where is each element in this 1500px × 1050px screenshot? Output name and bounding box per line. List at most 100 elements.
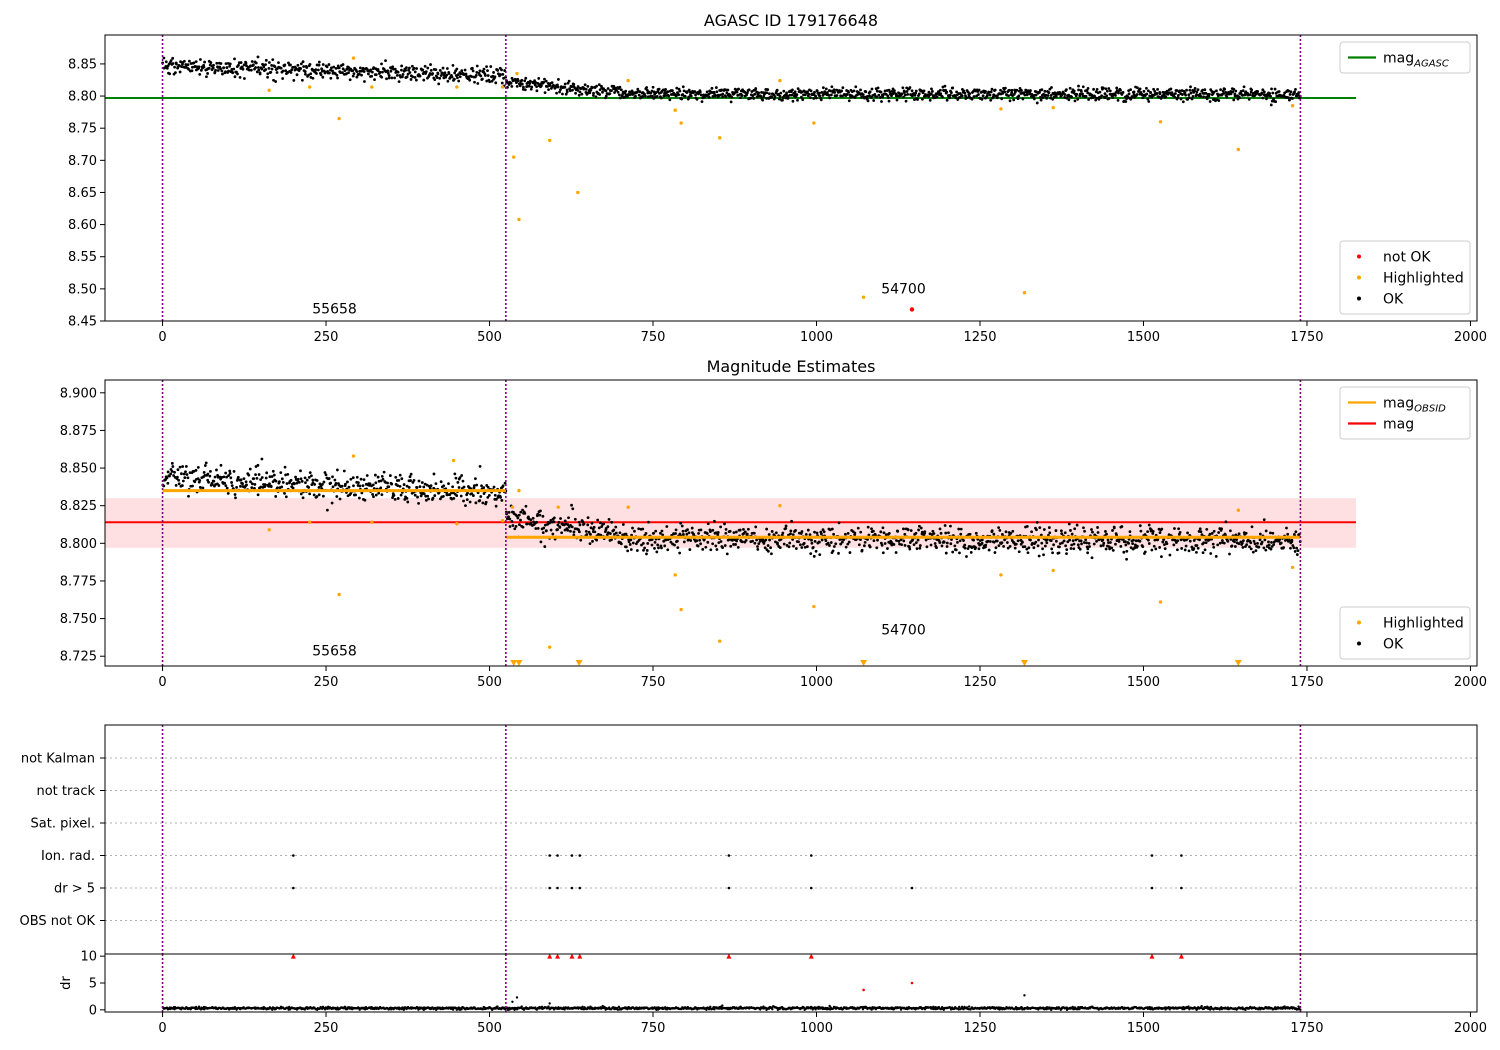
ok-point (990, 529, 994, 533)
ok-point (1065, 96, 1069, 100)
ok-point (578, 90, 582, 94)
ok-point (268, 482, 271, 486)
ok-point (877, 93, 881, 97)
ok-point (927, 90, 931, 94)
ok-point (830, 527, 834, 531)
dr-point (496, 1005, 499, 1008)
ok-point (264, 58, 268, 62)
ok-point (726, 88, 730, 92)
ok-point (903, 532, 907, 536)
ok-point (317, 493, 321, 497)
ok-point (662, 539, 666, 543)
ok-point (482, 67, 486, 71)
ok-point (847, 99, 851, 103)
x-tick-label: 1250 (963, 675, 996, 690)
ok-point (640, 543, 643, 547)
ok-point (925, 545, 929, 549)
ok-point (804, 532, 808, 536)
ok-point (515, 84, 519, 88)
ok-point (753, 92, 757, 96)
ok-point (275, 71, 279, 74)
ok-point (1104, 87, 1108, 91)
ok-point (389, 69, 393, 73)
ok-point (1029, 538, 1032, 542)
ok-point (1081, 85, 1085, 89)
ok-point (534, 527, 538, 530)
ok-point (279, 471, 283, 475)
ok-point (171, 62, 175, 65)
ok-point (1032, 97, 1036, 101)
ok-point (422, 492, 426, 496)
ok-point (768, 538, 771, 542)
ok-point (1297, 91, 1301, 95)
ok-point (1141, 96, 1145, 100)
ok-point (939, 92, 943, 96)
ok-point (254, 66, 257, 69)
ok-point (380, 62, 383, 66)
ok-point (1249, 547, 1253, 551)
ok-point (916, 98, 919, 101)
ok-point (711, 528, 715, 532)
ok-point (1282, 93, 1286, 97)
ok-point (559, 517, 562, 520)
ok-point (1163, 547, 1167, 550)
ok-point (474, 73, 478, 77)
dr-point (460, 1008, 463, 1011)
ok-point (529, 518, 533, 522)
ok-point (711, 542, 715, 546)
ok-point (573, 517, 577, 521)
ok-point (1023, 545, 1027, 549)
ok-point (588, 542, 592, 545)
ok-point (508, 517, 512, 521)
ok-point (403, 498, 407, 501)
ok-point (299, 477, 303, 481)
ok-point (696, 544, 700, 548)
ok-point (340, 484, 344, 488)
ok-point (1090, 556, 1094, 560)
ok-point (945, 545, 949, 548)
ok-point (1184, 544, 1188, 548)
ok-point (590, 521, 594, 525)
ok-point (162, 56, 166, 60)
ok-point (990, 87, 994, 91)
ok-point (719, 540, 723, 543)
ok-point (256, 55, 260, 59)
ok-point (335, 468, 339, 472)
ok-point (534, 81, 538, 84)
ok-point (989, 98, 993, 102)
ok-point (1132, 90, 1136, 94)
dr-point (949, 1008, 953, 1011)
ok-point (453, 71, 457, 75)
ok-point (801, 98, 805, 101)
ok-point (179, 472, 183, 476)
ok-point (432, 472, 436, 476)
ok-point (203, 474, 207, 477)
ok-point (607, 517, 611, 521)
y-tick-label: 8.65 (68, 186, 97, 201)
ok-point (803, 93, 807, 97)
ok-point (325, 508, 329, 512)
ok-point (660, 546, 663, 550)
ok-point (1190, 97, 1194, 101)
ok-point (880, 543, 884, 547)
ok-point (1172, 543, 1176, 547)
ok-point (192, 61, 196, 65)
ok-point (681, 529, 685, 533)
ok-point (511, 524, 515, 527)
y-tick-label: 8.800 (60, 537, 97, 552)
ok-point (1031, 541, 1034, 545)
ok-point (902, 95, 905, 99)
ok-point (1063, 93, 1067, 96)
ok-point (563, 85, 567, 89)
ok-point (909, 529, 913, 532)
ok-point (938, 527, 942, 531)
ok-point (507, 510, 511, 514)
ok-point (1179, 97, 1183, 101)
ok-point (1096, 531, 1100, 534)
ok-point (841, 86, 845, 90)
highlighted-point (718, 136, 722, 140)
ok-point (1198, 538, 1201, 542)
ok-point (821, 94, 825, 97)
ok-point (359, 477, 363, 481)
